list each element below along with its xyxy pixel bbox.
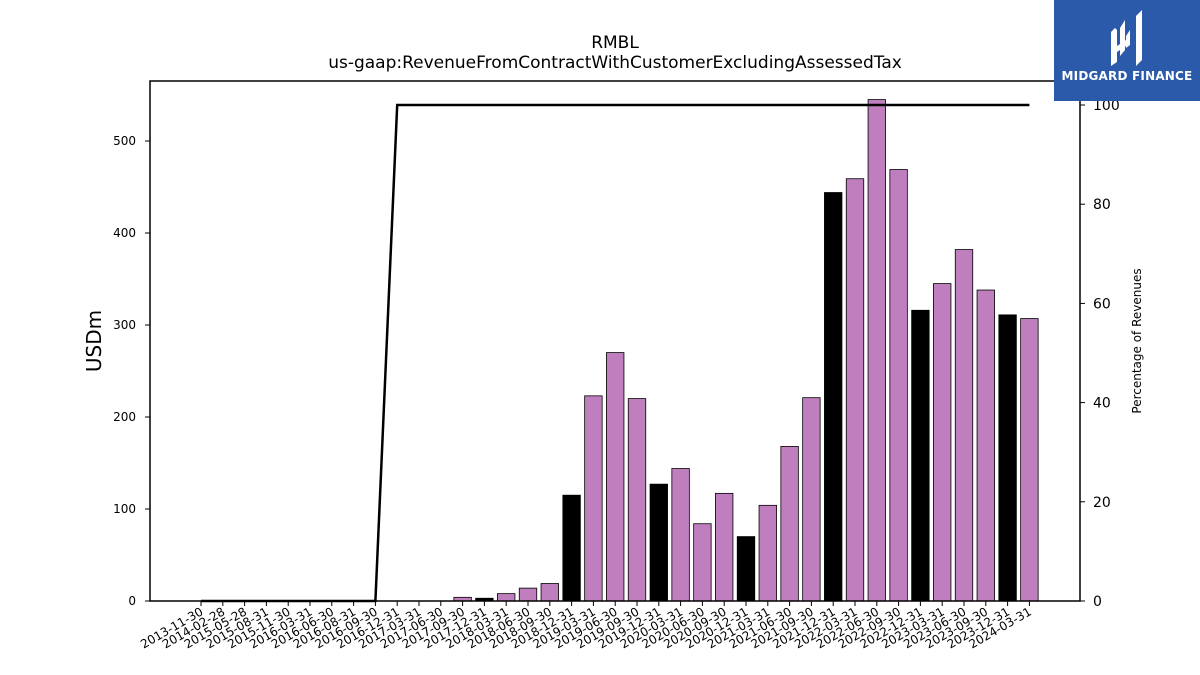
x-axis: 2013-11-302014-02-282015-05-282015-08-31…	[138, 601, 1034, 651]
y-tick-label: 300	[113, 318, 136, 332]
bar	[845, 178, 865, 602]
bars-group	[453, 99, 1039, 602]
bar	[671, 468, 690, 602]
bar	[497, 593, 516, 602]
bar	[954, 249, 974, 602]
chart-subtitle: us-gaap:RevenueFromContractWithCustomerE…	[328, 53, 902, 73]
bar	[627, 398, 647, 602]
bar	[802, 397, 821, 602]
bar	[824, 192, 843, 602]
bar	[584, 395, 603, 602]
bar	[758, 504, 777, 602]
bar	[606, 352, 625, 602]
y2-axis-label: Percentage of Revenues	[1130, 268, 1144, 413]
bar	[911, 309, 930, 602]
y-tick-label: 400	[113, 226, 136, 240]
bar	[976, 289, 995, 602]
bar	[933, 283, 952, 602]
y-axis-label: USDm	[82, 310, 106, 372]
y-tick-label: 500	[113, 134, 136, 148]
brand-logo: MIDGARD FINANCE	[1054, 0, 1200, 101]
bar	[998, 314, 1017, 602]
bar	[562, 494, 581, 602]
bar	[780, 446, 799, 602]
chart-title: RMBL	[591, 33, 639, 53]
y-axis-right: 0 20 40 60 80 100	[1080, 98, 1120, 610]
bar	[867, 99, 886, 602]
bar	[540, 583, 559, 602]
bar	[693, 523, 712, 602]
y2-tick-label: 100	[1093, 98, 1120, 114]
y2-tick-label: 40	[1093, 396, 1111, 412]
y-tick-label: 200	[113, 410, 136, 424]
y2-tick-label: 20	[1093, 495, 1111, 511]
y-axis-left: 0 100 200 300 400 500	[113, 134, 150, 608]
y2-tick-label: 80	[1093, 197, 1111, 213]
y2-tick-label: 60	[1093, 296, 1111, 312]
bar	[889, 169, 908, 602]
bar	[649, 483, 668, 602]
y-tick-label: 0	[128, 594, 136, 608]
bar	[715, 492, 734, 602]
bar	[1020, 318, 1039, 602]
y-tick-label: 100	[113, 502, 136, 516]
logo-mark-icon	[1111, 10, 1142, 66]
bar	[736, 536, 756, 602]
logo-text: MIDGARD FINANCE	[1061, 69, 1193, 83]
y2-tick-label: 0	[1093, 594, 1102, 610]
bar	[518, 587, 538, 602]
